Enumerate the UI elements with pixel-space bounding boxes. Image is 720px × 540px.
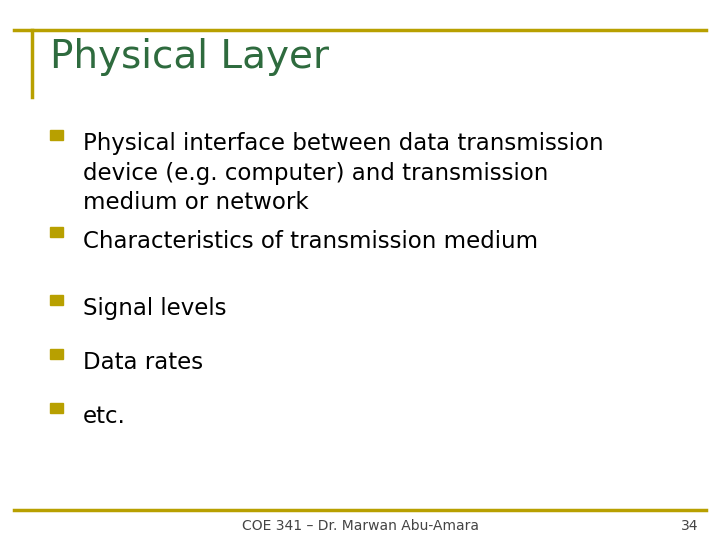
Bar — [50, 349, 63, 359]
Bar — [50, 295, 63, 305]
Text: Signal levels: Signal levels — [83, 297, 226, 320]
Bar — [50, 403, 63, 413]
Text: 34: 34 — [681, 519, 698, 534]
Text: Data rates: Data rates — [83, 351, 203, 374]
Text: etc.: etc. — [83, 405, 126, 428]
Text: Physical interface between data transmission
device (e.g. computer) and transmis: Physical interface between data transmis… — [83, 132, 603, 214]
Text: Physical Layer: Physical Layer — [50, 38, 329, 76]
Text: Characteristics of transmission medium: Characteristics of transmission medium — [83, 230, 538, 253]
Text: COE 341 – Dr. Marwan Abu-Amara: COE 341 – Dr. Marwan Abu-Amara — [241, 519, 479, 534]
Bar — [50, 130, 63, 140]
Bar — [50, 227, 63, 237]
